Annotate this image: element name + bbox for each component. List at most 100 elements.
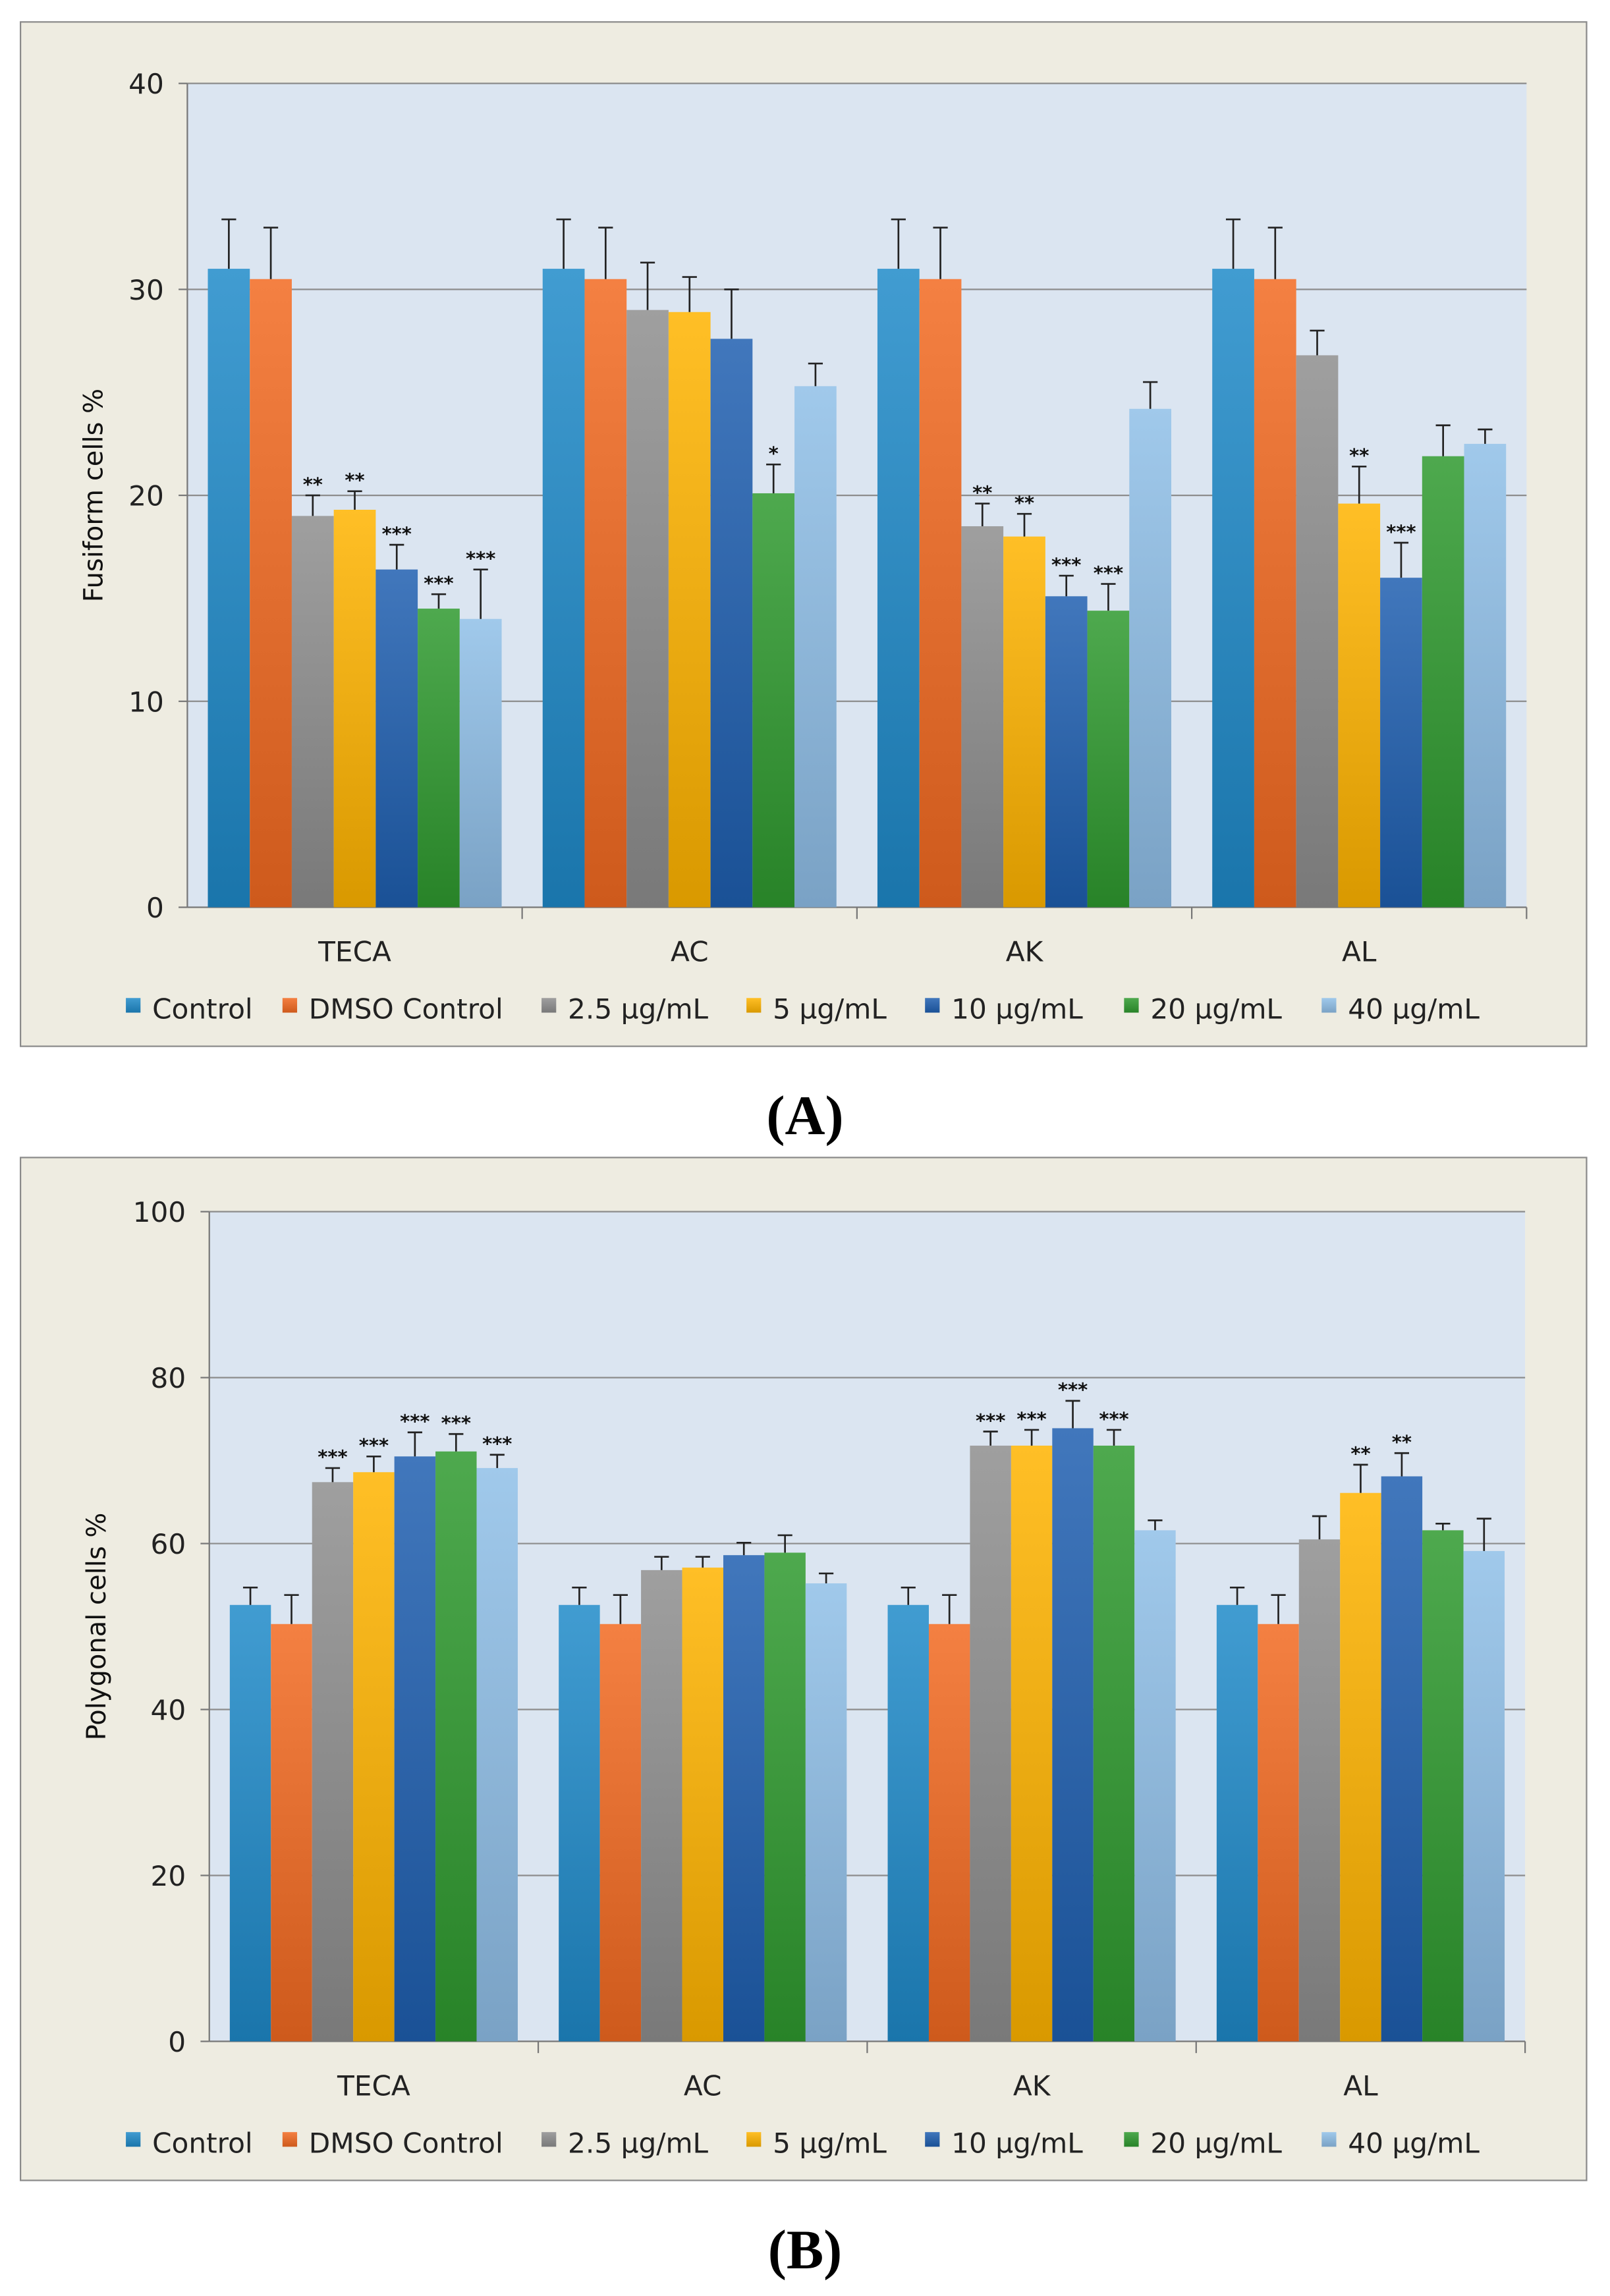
bar-teca-3	[353, 1472, 395, 2042]
bar-ac-6	[805, 1583, 847, 2042]
legend-swatch	[1321, 998, 1337, 1013]
bar-teca-3	[333, 509, 376, 908]
bar-al-5	[1422, 1530, 1464, 2042]
bar-teca-2	[312, 1482, 354, 2042]
bar-ac-4	[723, 1555, 765, 2042]
legend-swatch	[541, 998, 557, 1013]
y-axis-label: Fusiform cells %	[79, 389, 109, 602]
legend-label: 5 µg/mL	[773, 993, 887, 1025]
significance-label: ***	[482, 1433, 512, 1455]
significance-label: ***	[976, 1409, 1005, 1432]
bar-teca-6	[476, 1467, 518, 2042]
legend-swatch	[126, 998, 141, 1013]
bar-ak-2	[970, 1445, 1011, 2042]
significance-label: ***	[1099, 1408, 1128, 1430]
bar-ac-2	[626, 310, 669, 908]
y-tick-label: 10	[128, 686, 164, 718]
y-tick-label: 30	[128, 274, 164, 306]
bar-ak-1	[928, 1624, 970, 2042]
legend-swatch	[1124, 998, 1139, 1013]
legend-label: 10 µg/mL	[951, 993, 1083, 1025]
legend-label: 40 µg/mL	[1348, 993, 1480, 1025]
significance-label: ***	[441, 1412, 471, 1435]
significance-label: **	[1014, 492, 1034, 514]
bar-al-1	[1258, 1624, 1299, 2042]
y-tick-label: 100	[133, 1196, 186, 1228]
significance-label: ***	[359, 1435, 389, 1457]
legend-swatch	[282, 2132, 298, 2147]
bar-al-4	[1380, 578, 1422, 908]
bar-al-5	[1422, 456, 1464, 908]
significance-label: ***	[382, 522, 412, 545]
bar-ak-5	[1087, 611, 1130, 908]
y-tick-label: 40	[128, 68, 164, 100]
legend-swatch	[541, 2132, 557, 2147]
bar-ac-4	[710, 339, 753, 908]
significance-label: **	[1349, 445, 1369, 467]
panel-label: (A)	[766, 1085, 843, 1147]
significance-label: **	[1350, 1442, 1370, 1465]
bar-al-0	[1216, 1604, 1258, 2042]
bar-ak-5	[1093, 1445, 1135, 2042]
significance-label: ***	[1058, 1379, 1088, 1401]
x-tick-label: AK	[1006, 936, 1044, 968]
legend-swatch	[925, 998, 940, 1013]
legend-label: 10 µg/mL	[951, 2127, 1083, 2159]
significance-label: ***	[400, 1410, 430, 1433]
bar-teca-1	[271, 1624, 312, 2042]
x-tick-label: TECA	[337, 2070, 410, 2102]
bar-al-4	[1381, 1476, 1423, 2042]
significance-label: *	[769, 443, 779, 465]
bar-ak-6	[1129, 408, 1172, 908]
legend-swatch	[746, 2132, 762, 2147]
bar-ak-6	[1134, 1530, 1176, 2042]
x-tick-label: AL	[1342, 936, 1377, 968]
y-tick-label: 20	[128, 480, 164, 512]
significance-label: ***	[424, 572, 453, 595]
bar-al-3	[1338, 503, 1381, 908]
legend-swatch	[925, 2132, 940, 2147]
bar-ak-3	[1003, 536, 1045, 908]
bar-teca-4	[394, 1456, 436, 2042]
bar-al-3	[1340, 1492, 1381, 2042]
bar-teca-2	[291, 516, 334, 908]
panel-label: (B)	[768, 2220, 843, 2281]
bar-al-1	[1254, 279, 1296, 908]
legend-swatch	[1321, 2132, 1337, 2147]
legend-label: 5 µg/mL	[773, 2127, 887, 2159]
x-tick-label: TECA	[318, 936, 391, 968]
legend-label: DMSO Control	[309, 993, 503, 1025]
legend-label: 2.5 µg/mL	[568, 2127, 709, 2159]
x-tick-label: AC	[671, 936, 709, 968]
y-axis-label: Polygonal cells %	[82, 1513, 112, 1741]
bar-ac-0	[542, 269, 585, 908]
significance-label: **	[972, 481, 992, 504]
bar-teca-4	[375, 569, 418, 908]
bar-ac-5	[752, 493, 795, 908]
bar-teca-1	[250, 279, 292, 908]
legend-swatch	[1124, 2132, 1139, 2147]
significance-label: ***	[318, 1446, 347, 1468]
x-tick-label: AL	[1343, 2070, 1378, 2102]
bar-ac-1	[584, 279, 627, 908]
significance-label: ***	[1051, 553, 1081, 576]
bar-ac-3	[668, 312, 711, 908]
bar-ac-2	[641, 1570, 682, 2042]
bar-ac-0	[559, 1604, 600, 2042]
y-tick-label: 80	[150, 1362, 186, 1394]
y-tick-label: 20	[150, 1860, 186, 1892]
x-tick-label: AC	[684, 2070, 722, 2102]
legend-label: 20 µg/mL	[1150, 2127, 1282, 2159]
y-tick-label: 60	[150, 1528, 186, 1560]
significance-label: ***	[466, 547, 495, 570]
bar-al-6	[1464, 443, 1507, 908]
legend-label: DMSO Control	[309, 2127, 503, 2159]
bar-al-2	[1298, 1539, 1341, 2042]
significance-label: **	[345, 469, 364, 491]
significance-label: ***	[1094, 562, 1123, 584]
x-tick-label: AK	[1013, 2070, 1051, 2102]
bar-ak-0	[887, 1604, 929, 2042]
y-tick-label: 40	[150, 1694, 186, 1726]
